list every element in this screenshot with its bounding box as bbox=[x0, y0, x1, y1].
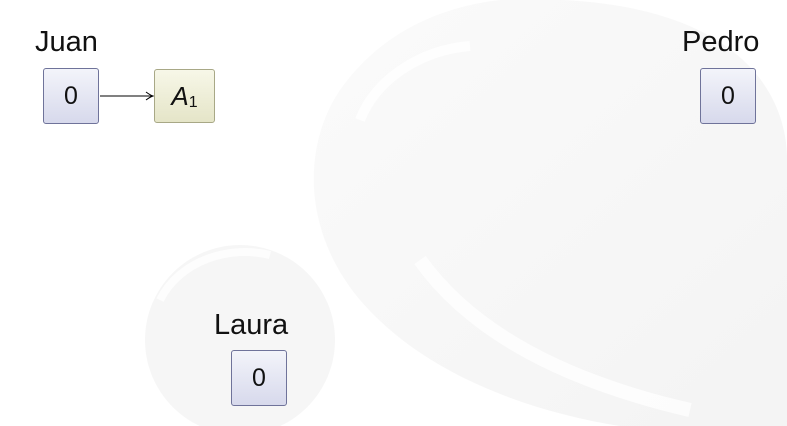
laura-counter-box: 0 bbox=[231, 350, 287, 406]
pedro-label: Pedro bbox=[682, 28, 759, 57]
transfer-arrow bbox=[100, 86, 156, 106]
laura-label: Laura bbox=[214, 311, 288, 340]
account-index: 1 bbox=[189, 95, 198, 111]
account-letter: A bbox=[171, 83, 188, 109]
juan-label: Juan bbox=[35, 28, 98, 57]
juan-counter-box: 0 bbox=[43, 68, 99, 124]
pedro-counter-box: 0 bbox=[700, 68, 756, 124]
